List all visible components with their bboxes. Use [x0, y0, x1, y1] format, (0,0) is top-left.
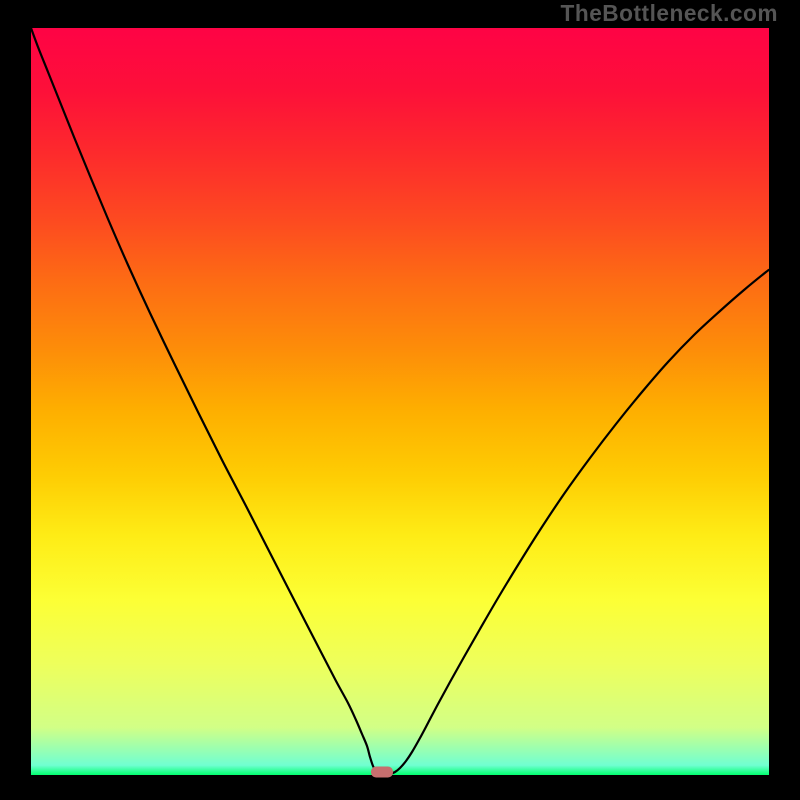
watermark-text: TheBottleneck.com	[561, 0, 778, 27]
chart-svg	[0, 0, 800, 800]
stage: TheBottleneck.com	[0, 0, 800, 800]
plot-background-gradient	[31, 28, 769, 775]
minimum-marker	[372, 767, 393, 777]
